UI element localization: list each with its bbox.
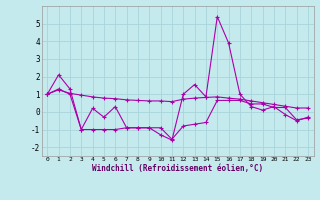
X-axis label: Windchill (Refroidissement éolien,°C): Windchill (Refroidissement éolien,°C) bbox=[92, 164, 263, 173]
